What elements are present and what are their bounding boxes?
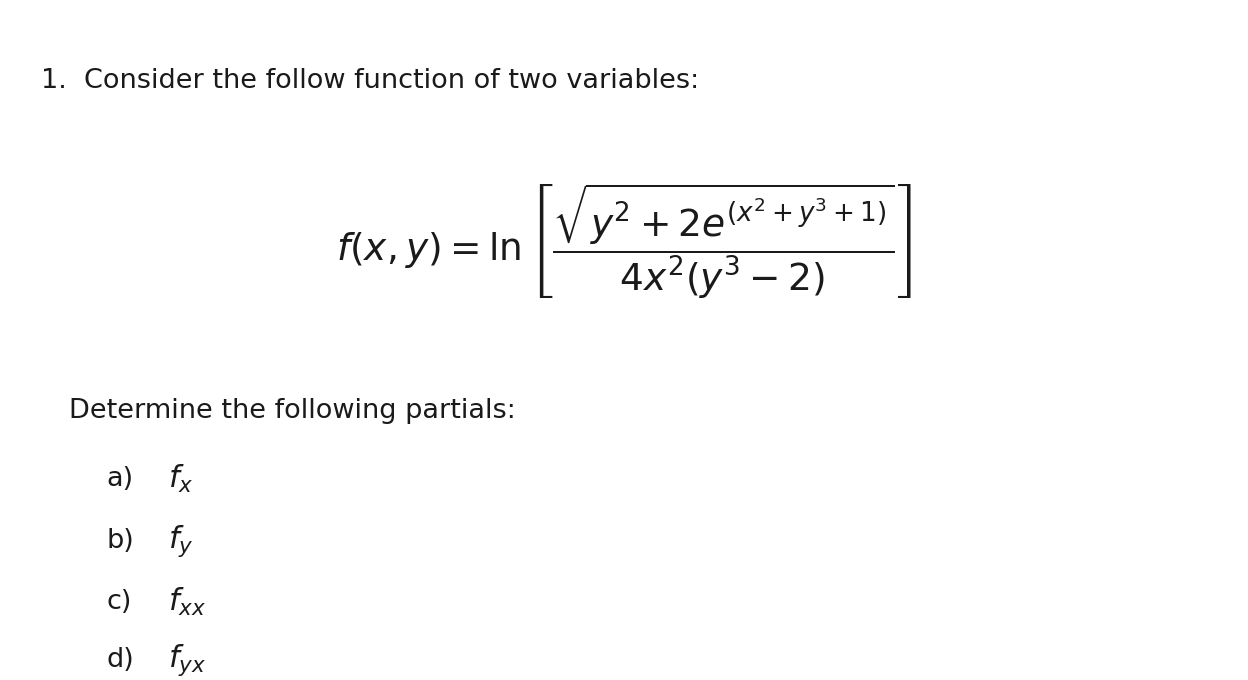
Text: $f_x$: $f_x$ xyxy=(168,463,193,496)
Text: d): d) xyxy=(106,647,134,673)
Text: c): c) xyxy=(106,589,131,615)
Text: $f_{yx}$: $f_{yx}$ xyxy=(168,642,207,677)
Text: $f_{xx}$: $f_{xx}$ xyxy=(168,585,207,618)
Text: 1.  Consider the follow function of two variables:: 1. Consider the follow function of two v… xyxy=(41,68,699,94)
Text: a): a) xyxy=(106,466,134,492)
Text: Determine the following partials:: Determine the following partials: xyxy=(69,398,515,424)
Text: $f_y$: $f_y$ xyxy=(168,523,195,558)
Text: b): b) xyxy=(106,528,134,554)
Text: $f(x, y) = \ln \left[ \dfrac{\sqrt{y^2 + 2e^{(x^2+y^3+1)}}}{4x^2(y^3 - 2)} \righ: $f(x, y) = \ln \left[ \dfrac{\sqrt{y^2 +… xyxy=(336,182,912,301)
